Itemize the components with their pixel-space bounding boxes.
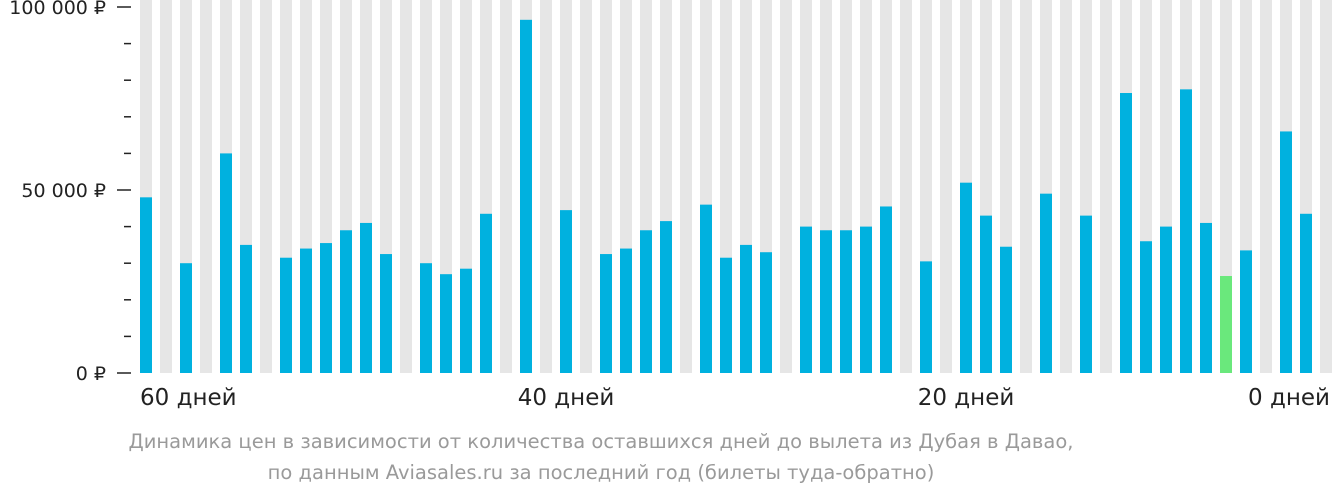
price-bar[interactable]: [440, 274, 452, 373]
price-bar[interactable]: [640, 230, 652, 373]
price-bar[interactable]: [1080, 215, 1092, 373]
column-background: [1100, 0, 1112, 373]
price-bar[interactable]: [380, 254, 392, 373]
column-background: [400, 0, 412, 373]
column-background: [1320, 0, 1332, 373]
price-bar[interactable]: [880, 206, 892, 373]
price-bar[interactable]: [1300, 213, 1312, 373]
price-bar[interactable]: [1000, 246, 1012, 373]
price-bar[interactable]: [1140, 241, 1152, 373]
price-bar[interactable]: [760, 252, 772, 373]
column-background: [1020, 0, 1032, 373]
price-bar[interactable]: [420, 263, 432, 373]
x-tick-label: 20 дней: [918, 385, 1015, 411]
column-background: [540, 0, 552, 373]
price-bar[interactable]: [920, 261, 932, 373]
x-tick-label: 0 дней: [1248, 385, 1330, 411]
price-bar[interactable]: [840, 230, 852, 373]
x-axis: 60 дней 40 дней 20 дней 0 дней: [140, 385, 1330, 411]
price-bar[interactable]: [360, 222, 372, 373]
price-bar[interactable]: [660, 221, 672, 373]
column-background: [1260, 0, 1272, 373]
column-background: [500, 0, 512, 373]
column-background: [680, 0, 692, 373]
price-bar[interactable]: [960, 182, 972, 373]
y-tick-label: 0 ₽: [76, 363, 106, 385]
price-bar[interactable]: [860, 226, 872, 373]
chart-caption-line-1: Динамика цен в зависимости от количества…: [128, 430, 1074, 453]
price-dynamics-chart: 100 000 ₽ 50 000 ₽ 0 ₽ 60 дней 40 дней 20 дн…: [9, 0, 1332, 411]
x-tick-label: 60 дней: [140, 385, 237, 411]
price-bar[interactable]: [300, 248, 312, 373]
column-background: [940, 0, 952, 373]
price-bar[interactable]: [1280, 131, 1292, 373]
y-tick-label: 50 000 ₽: [21, 180, 106, 202]
column-background: [260, 0, 272, 373]
price-bar[interactable]: [1040, 193, 1052, 373]
column-background: [1060, 0, 1072, 373]
price-bar[interactable]: [1180, 89, 1192, 373]
price-bar[interactable]: [560, 210, 572, 373]
price-bar[interactable]: [1200, 222, 1212, 373]
price-bar[interactable]: [600, 254, 612, 373]
price-bar[interactable]: [180, 263, 192, 373]
column-background: [900, 0, 912, 373]
y-tick-label: 100 000 ₽: [9, 0, 106, 19]
price-bar[interactable]: [720, 257, 732, 373]
price-bar[interactable]: [460, 268, 472, 373]
price-bar[interactable]: [1120, 93, 1132, 373]
price-bar[interactable]: [140, 197, 152, 373]
column-backgrounds: [140, 0, 1332, 373]
x-tick-label: 40 дней: [518, 385, 615, 411]
price-bar[interactable]: [700, 204, 712, 373]
chart-caption-line-2: по данным Aviasales.ru за последний год …: [267, 461, 935, 484]
price-bar[interactable]: [320, 243, 332, 373]
price-bar[interactable]: [280, 257, 292, 373]
price-bar[interactable]: [340, 230, 352, 373]
price-bar[interactable]: [800, 226, 812, 373]
price-bars: [140, 19, 1312, 374]
price-bar[interactable]: [820, 230, 832, 373]
price-bar[interactable]: [480, 213, 492, 373]
price-bar[interactable]: [980, 215, 992, 373]
price-bar[interactable]: [740, 244, 752, 373]
price-bar[interactable]: [240, 244, 252, 373]
price-bar[interactable]: [220, 153, 232, 373]
highlighted-price-bar[interactable]: [1220, 276, 1232, 373]
price-bar[interactable]: [620, 248, 632, 373]
column-background: [780, 0, 792, 373]
price-bar[interactable]: [520, 19, 532, 374]
price-bar[interactable]: [1160, 226, 1172, 373]
column-background: [160, 0, 172, 373]
y-axis: 100 000 ₽ 50 000 ₽ 0 ₽: [9, 0, 131, 385]
price-bar[interactable]: [1240, 250, 1252, 373]
column-background: [200, 0, 212, 373]
column-background: [580, 0, 592, 373]
